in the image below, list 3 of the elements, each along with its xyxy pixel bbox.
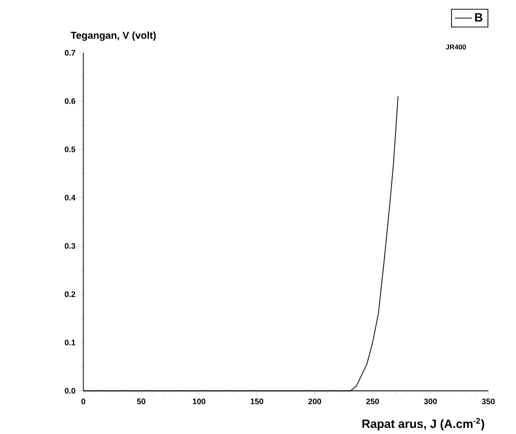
x-axis-title: Rapat arus, J (A.cm$^{-2}$) xyxy=(362,418,484,431)
y-axis-title: Tegangan, V (volt) xyxy=(70,32,156,41)
legend-label: B xyxy=(475,13,482,22)
